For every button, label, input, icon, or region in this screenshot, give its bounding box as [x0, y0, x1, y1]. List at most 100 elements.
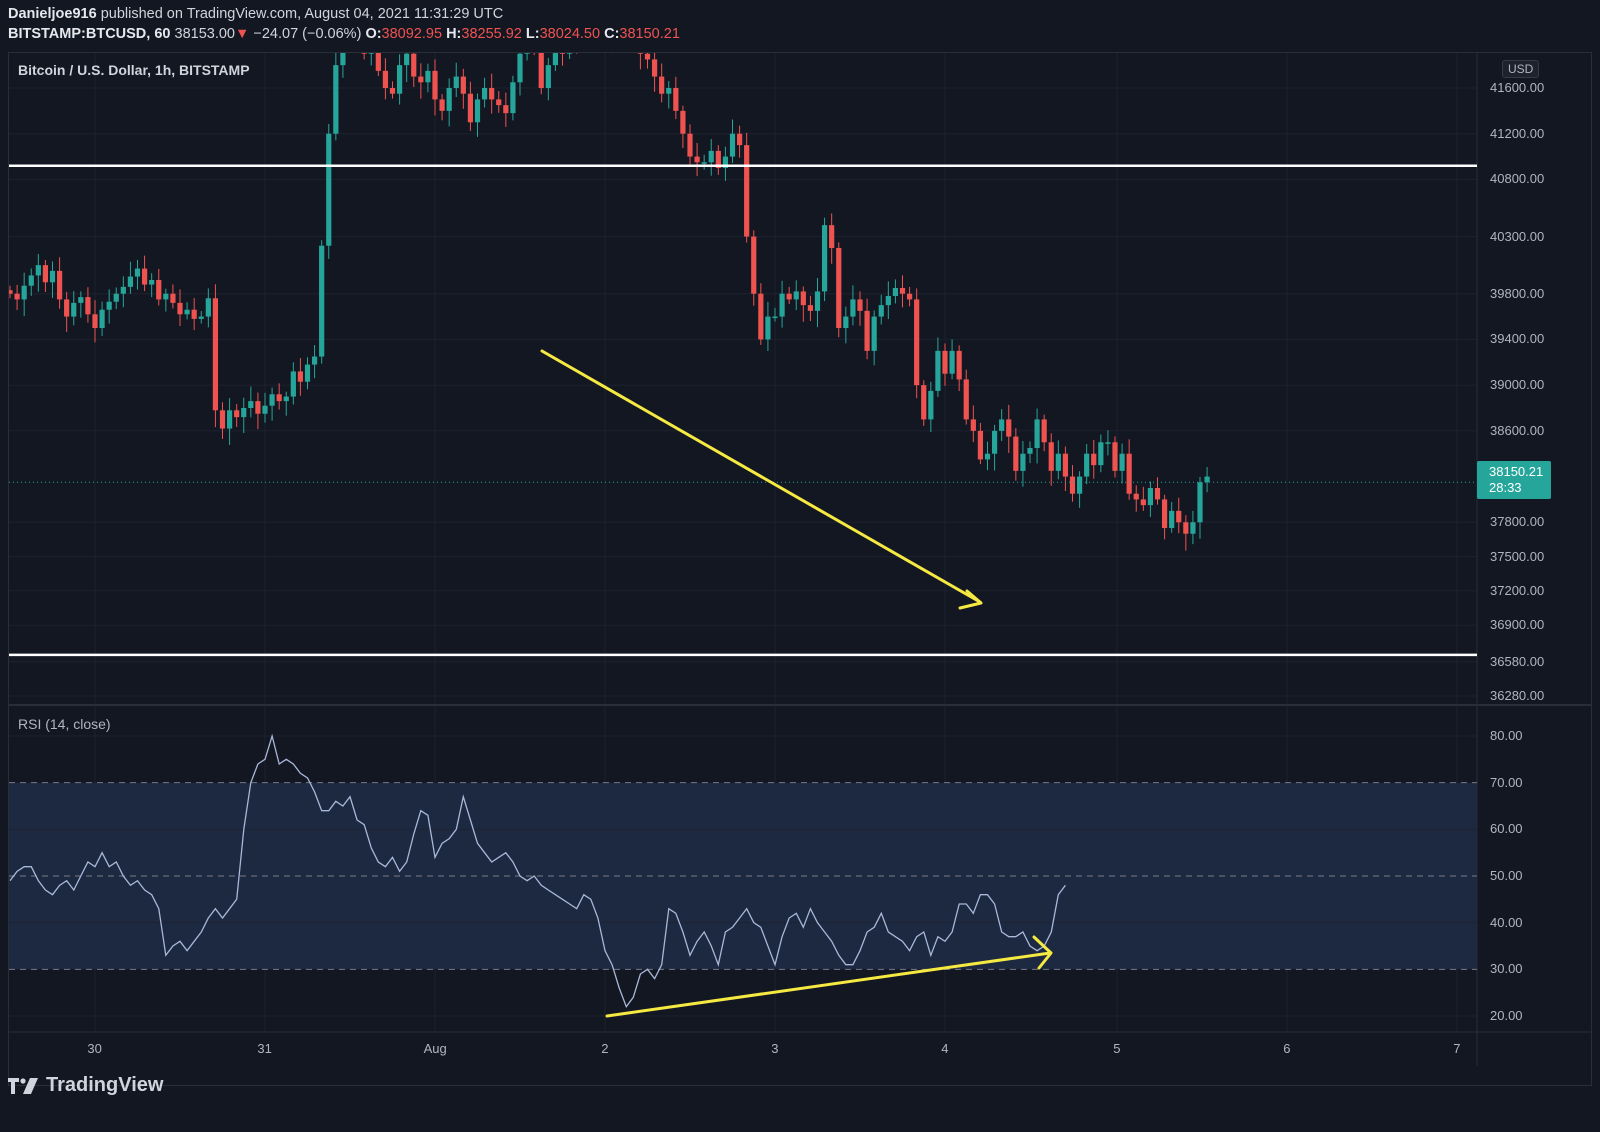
candle-body[interactable]	[609, 25, 614, 36]
candle-body[interactable]	[588, 19, 593, 25]
candle-body[interactable]	[956, 350, 962, 380]
candle-body[interactable]	[637, 42, 644, 54]
candle-body[interactable]	[722, 156, 729, 168]
candle-body[interactable]	[532, 31, 537, 42]
candle-body[interactable]	[149, 280, 155, 285]
candle-body[interactable]	[850, 299, 856, 317]
candle-body[interactable]	[347, 0, 352, 19]
candle-body[interactable]	[631, 19, 636, 42]
candle-body[interactable]	[198, 316, 204, 319]
candle-body[interactable]	[326, 133, 332, 246]
candle-body[interactable]	[453, 76, 459, 88]
candle-body[interactable]	[42, 265, 49, 283]
candle-body[interactable]	[659, 76, 665, 94]
candle-body[interactable]	[354, 0, 359, 8]
candle-body[interactable]	[921, 385, 927, 420]
candle-body[interactable]	[1169, 510, 1175, 528]
candle-body[interactable]	[1091, 453, 1097, 466]
candle-body[interactable]	[765, 316, 771, 340]
candle-body[interactable]	[205, 298, 211, 317]
candle-body[interactable]	[1105, 442, 1111, 444]
candle-body[interactable]	[758, 293, 764, 340]
candle-body[interactable]	[226, 410, 233, 429]
candle-body[interactable]	[885, 296, 891, 306]
candle-body[interactable]	[800, 291, 806, 306]
candle-body[interactable]	[7, 290, 13, 294]
candle-body[interactable]	[963, 379, 969, 420]
candle-body[interactable]	[163, 293, 169, 300]
candle-body[interactable]	[276, 394, 282, 402]
candle-body[interactable]	[673, 88, 679, 111]
candle-body[interactable]	[1183, 522, 1189, 534]
candle-body[interactable]	[708, 150, 714, 163]
candle-body[interactable]	[1154, 488, 1161, 500]
candle-body[interactable]	[517, 53, 523, 83]
candle-body[interactable]	[1062, 453, 1069, 477]
candle-body[interactable]	[928, 390, 934, 420]
candle-body[interactable]	[1076, 476, 1083, 494]
candle-body[interactable]	[177, 302, 183, 315]
candle-body[interactable]	[552, 37, 559, 66]
candle-body[interactable]	[744, 145, 750, 237]
candle-body[interactable]	[503, 105, 509, 114]
candle-body[interactable]	[49, 270, 56, 283]
candle-body[interactable]	[156, 280, 162, 300]
candle-body[interactable]	[467, 93, 474, 123]
candle-body[interactable]	[127, 276, 134, 287]
main-series-legend[interactable]: Bitcoin / U.S. Dollar, 1h, BITSTAMP	[18, 62, 250, 78]
candle-body[interactable]	[425, 70, 431, 83]
candle-body[interactable]	[970, 419, 976, 431]
candle-body[interactable]	[1069, 476, 1076, 494]
candle-body[interactable]	[92, 314, 98, 328]
candle-body[interactable]	[545, 65, 551, 88]
candle-body[interactable]	[899, 288, 906, 294]
candle-body[interactable]	[1176, 510, 1182, 523]
candle-body[interactable]	[496, 99, 502, 106]
candle-body[interactable]	[942, 350, 948, 374]
candle-body[interactable]	[1084, 453, 1090, 477]
candle-body[interactable]	[460, 76, 466, 94]
candle-body[interactable]	[1126, 453, 1132, 494]
candle-body[interactable]	[538, 42, 544, 88]
candle-body[interactable]	[751, 236, 757, 294]
candle-body[interactable]	[581, 25, 586, 42]
candle-body[interactable]	[28, 275, 34, 286]
candle-body[interactable]	[446, 88, 452, 111]
candle-body[interactable]	[786, 293, 792, 300]
candle-body[interactable]	[319, 245, 325, 357]
candle-body[interactable]	[481, 88, 488, 100]
candle-body[interactable]	[134, 268, 141, 277]
candle-body[interactable]	[977, 430, 984, 460]
tradingview-logo[interactable]: TradingView	[8, 1074, 163, 1097]
candle-body[interactable]	[510, 82, 516, 114]
candle-body[interactable]	[666, 88, 672, 94]
candle-body[interactable]	[283, 396, 289, 402]
candle-body[interactable]	[1048, 442, 1054, 471]
candle-body[interactable]	[170, 293, 176, 303]
candle-body[interactable]	[949, 350, 955, 374]
candle-body[interactable]	[14, 293, 20, 300]
candle-body[interactable]	[1034, 419, 1040, 448]
candle-body[interactable]	[843, 316, 849, 328]
candle-body[interactable]	[248, 401, 254, 408]
candle-body[interactable]	[651, 59, 658, 77]
candle-body[interactable]	[64, 299, 70, 317]
candle-body[interactable]	[807, 305, 814, 311]
candle-body[interactable]	[290, 371, 296, 397]
candle-body[interactable]	[297, 371, 304, 382]
candle-body[interactable]	[1055, 453, 1061, 471]
candle-body[interactable]	[715, 150, 721, 168]
currency-button[interactable]: USD	[1502, 60, 1540, 78]
candle-body[interactable]	[1006, 419, 1012, 437]
candle-body[interactable]	[375, 42, 381, 71]
candle-body[interactable]	[262, 405, 268, 414]
candle-body[interactable]	[779, 293, 785, 317]
candle-body[interactable]	[772, 316, 778, 319]
candle-body[interactable]	[78, 297, 84, 303]
candle-body[interactable]	[644, 53, 651, 60]
candle-body[interactable]	[687, 133, 693, 157]
candle-body[interactable]	[35, 265, 41, 276]
candle-body[interactable]	[574, 31, 579, 42]
candle-body[interactable]	[984, 453, 991, 460]
candle-body[interactable]	[595, 8, 600, 19]
